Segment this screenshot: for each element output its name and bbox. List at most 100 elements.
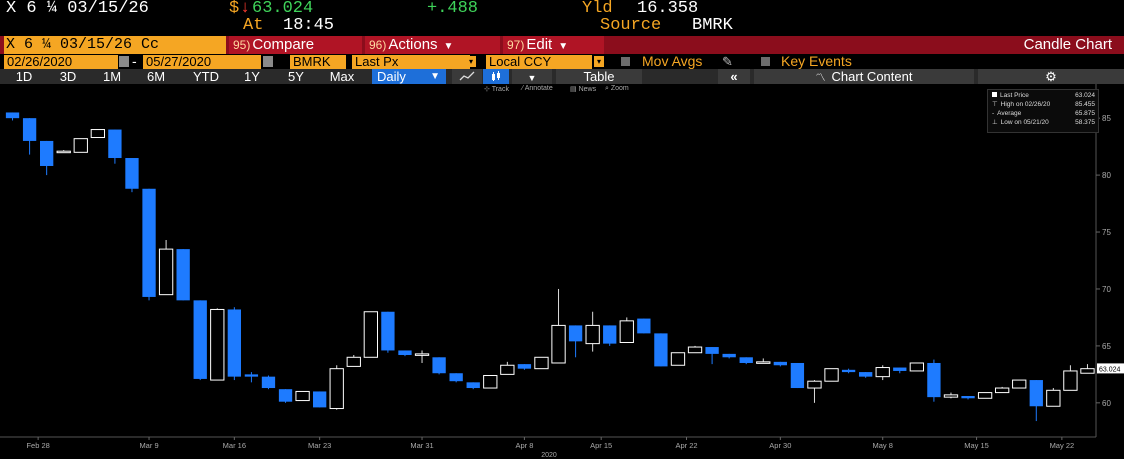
candle [773, 361, 787, 367]
last-price-tag-label: 63.024 [1099, 366, 1121, 373]
legend-swatch [992, 92, 997, 97]
settings-toolbar: 02/26/2020 - 05/27/2020 BMRK Last Px ▾ L… [0, 54, 1124, 69]
yield-label: Yld [582, 0, 613, 18]
candle-body [705, 347, 719, 354]
mov-avgs-checkbox[interactable] [621, 57, 630, 66]
candle [705, 347, 719, 365]
candle [995, 386, 1010, 394]
period-1y[interactable]: 1Y [244, 69, 260, 84]
calendar-icon[interactable] [263, 56, 273, 67]
candle [1029, 380, 1043, 422]
function-toolbar: X 6 ¼ 03/15/26 Cc 95) Compare 96) Actions ▼… [0, 36, 1124, 54]
candle [756, 358, 771, 364]
source-label: Source [600, 16, 662, 35]
track-tool[interactable]: ⊹ Track [484, 85, 509, 93]
candle [414, 350, 430, 363]
candle [363, 311, 378, 358]
y-axis: 60 65 70 75 80 85 63.024 [1095, 84, 1124, 437]
compare-number: 95) [233, 38, 251, 52]
key-events-checkbox[interactable] [761, 57, 770, 66]
compare-button[interactable]: 95) Compare [229, 36, 362, 54]
candle-body [687, 346, 703, 354]
zoom-label: Zoom [610, 85, 629, 92]
period-3d[interactable]: 3D [59, 69, 77, 84]
candle [108, 129, 122, 164]
start-date-field[interactable]: 02/26/2020 [4, 55, 118, 69]
period-1m[interactable]: 1M [102, 69, 122, 84]
candle-body [329, 368, 344, 410]
zoom-tool[interactable]: ⌕ Zoom [605, 85, 629, 93]
period-5y[interactable]: 5Y [288, 69, 304, 84]
candle [227, 307, 241, 381]
x-tick-label: Feb 28 [26, 441, 49, 450]
news-tool[interactable]: ▤ News [570, 85, 596, 93]
candle-body [943, 394, 959, 398]
average-marker-icon: - [992, 110, 995, 117]
candle [381, 311, 395, 353]
settings-gear-icon[interactable]: ⚙ [978, 69, 1124, 84]
period-1d[interactable]: 1D [15, 69, 33, 84]
candle-chart[interactable]: 60 65 70 75 80 85 63.024 Feb 28 Mar 9 Mar 16 Mar … [0, 84, 1124, 459]
candle [125, 158, 139, 193]
candle-body [824, 368, 839, 382]
quote-header: X 6 ¼ 03/15/26 $ ↓ 63.024 +.488 Yld 16.3… [0, 0, 1124, 36]
chevron-down-icon[interactable]: ▾ [466, 56, 476, 67]
candle-body [346, 356, 361, 367]
candle [722, 353, 736, 359]
calendar-icon[interactable] [119, 56, 129, 67]
line-chart-icon[interactable] [452, 69, 482, 84]
x-tick-label: Apr 22 [675, 441, 697, 450]
compare-label: Compare [252, 36, 315, 53]
security-field[interactable]: X 6 ¼ 03/15/26 Cc [4, 36, 226, 54]
table-button[interactable]: Table [556, 69, 642, 84]
chevron-down-icon: ▼ [430, 71, 440, 82]
candle [261, 375, 276, 390]
time-label: At [243, 16, 264, 35]
field-dropdown[interactable]: Last Px [352, 55, 470, 69]
legend-label: High on 02/26/20 [1000, 101, 1051, 108]
candles [5, 112, 1095, 422]
candle [551, 288, 566, 364]
period-ytd[interactable]: YTD [193, 69, 219, 84]
legend-low: ⊥ Low on 05/21/20 58.375 [992, 118, 1095, 127]
chart-style-dropdown[interactable]: ▼ [512, 69, 552, 84]
edit-button[interactable]: 97) Edit ▼ [503, 36, 604, 54]
frequency-dropdown[interactable]: Daily ▼ [372, 69, 446, 84]
candle [517, 364, 532, 370]
candle [1012, 379, 1027, 389]
candle-chart-icon[interactable] [483, 69, 509, 84]
period-toolbar: 1D 3D 1M 6M YTD 1Y 5Y Max Daily ▼ ▼ Table… [0, 69, 1124, 84]
legend-label: Last Price [1000, 92, 1029, 99]
currency-dropdown[interactable]: Local CCY [486, 55, 592, 69]
collapse-icon[interactable]: « [718, 69, 750, 84]
period-6m[interactable]: 6M [146, 69, 166, 84]
actions-button[interactable]: 96) Actions ▼ [365, 36, 500, 54]
legend-label: Average [997, 110, 1022, 117]
candle-body [534, 356, 549, 370]
last-price: 63.024 [252, 0, 314, 18]
candle [295, 390, 310, 402]
candle-body [654, 333, 668, 367]
candle-body [909, 362, 924, 372]
candle [5, 112, 20, 121]
source-field[interactable]: BMRK [290, 55, 346, 69]
track-label: Track [491, 86, 509, 93]
chart-content-button[interactable]: 〽 Chart Content [754, 69, 974, 84]
annotate-tool[interactable]: ⁄ Annotate [522, 85, 553, 92]
chart-panel[interactable]: 60 65 70 75 80 85 63.024 Feb 28 Mar 9 Mar 16 Mar … [0, 84, 1124, 459]
candle [1080, 364, 1095, 374]
y-tick-label: 60 [1102, 399, 1111, 408]
chart-legend: Last Price 63.024 ⊤ High on 02/26/20 85.455… [987, 89, 1099, 133]
candle-body [466, 382, 480, 389]
candle-body [1029, 380, 1043, 407]
candle-body [142, 188, 156, 297]
period-max[interactable]: Max [329, 69, 355, 84]
chevron-down-icon[interactable]: ▾ [594, 56, 604, 67]
candle [483, 375, 498, 389]
end-date-field[interactable]: 05/27/2020 [143, 55, 261, 69]
pencil-icon[interactable]: ✎ [722, 54, 733, 69]
candle-body [961, 396, 975, 399]
candle-body [500, 364, 515, 375]
legend-value: 58.375 [1075, 119, 1095, 126]
chart-content-icon: 〽 [815, 73, 826, 84]
